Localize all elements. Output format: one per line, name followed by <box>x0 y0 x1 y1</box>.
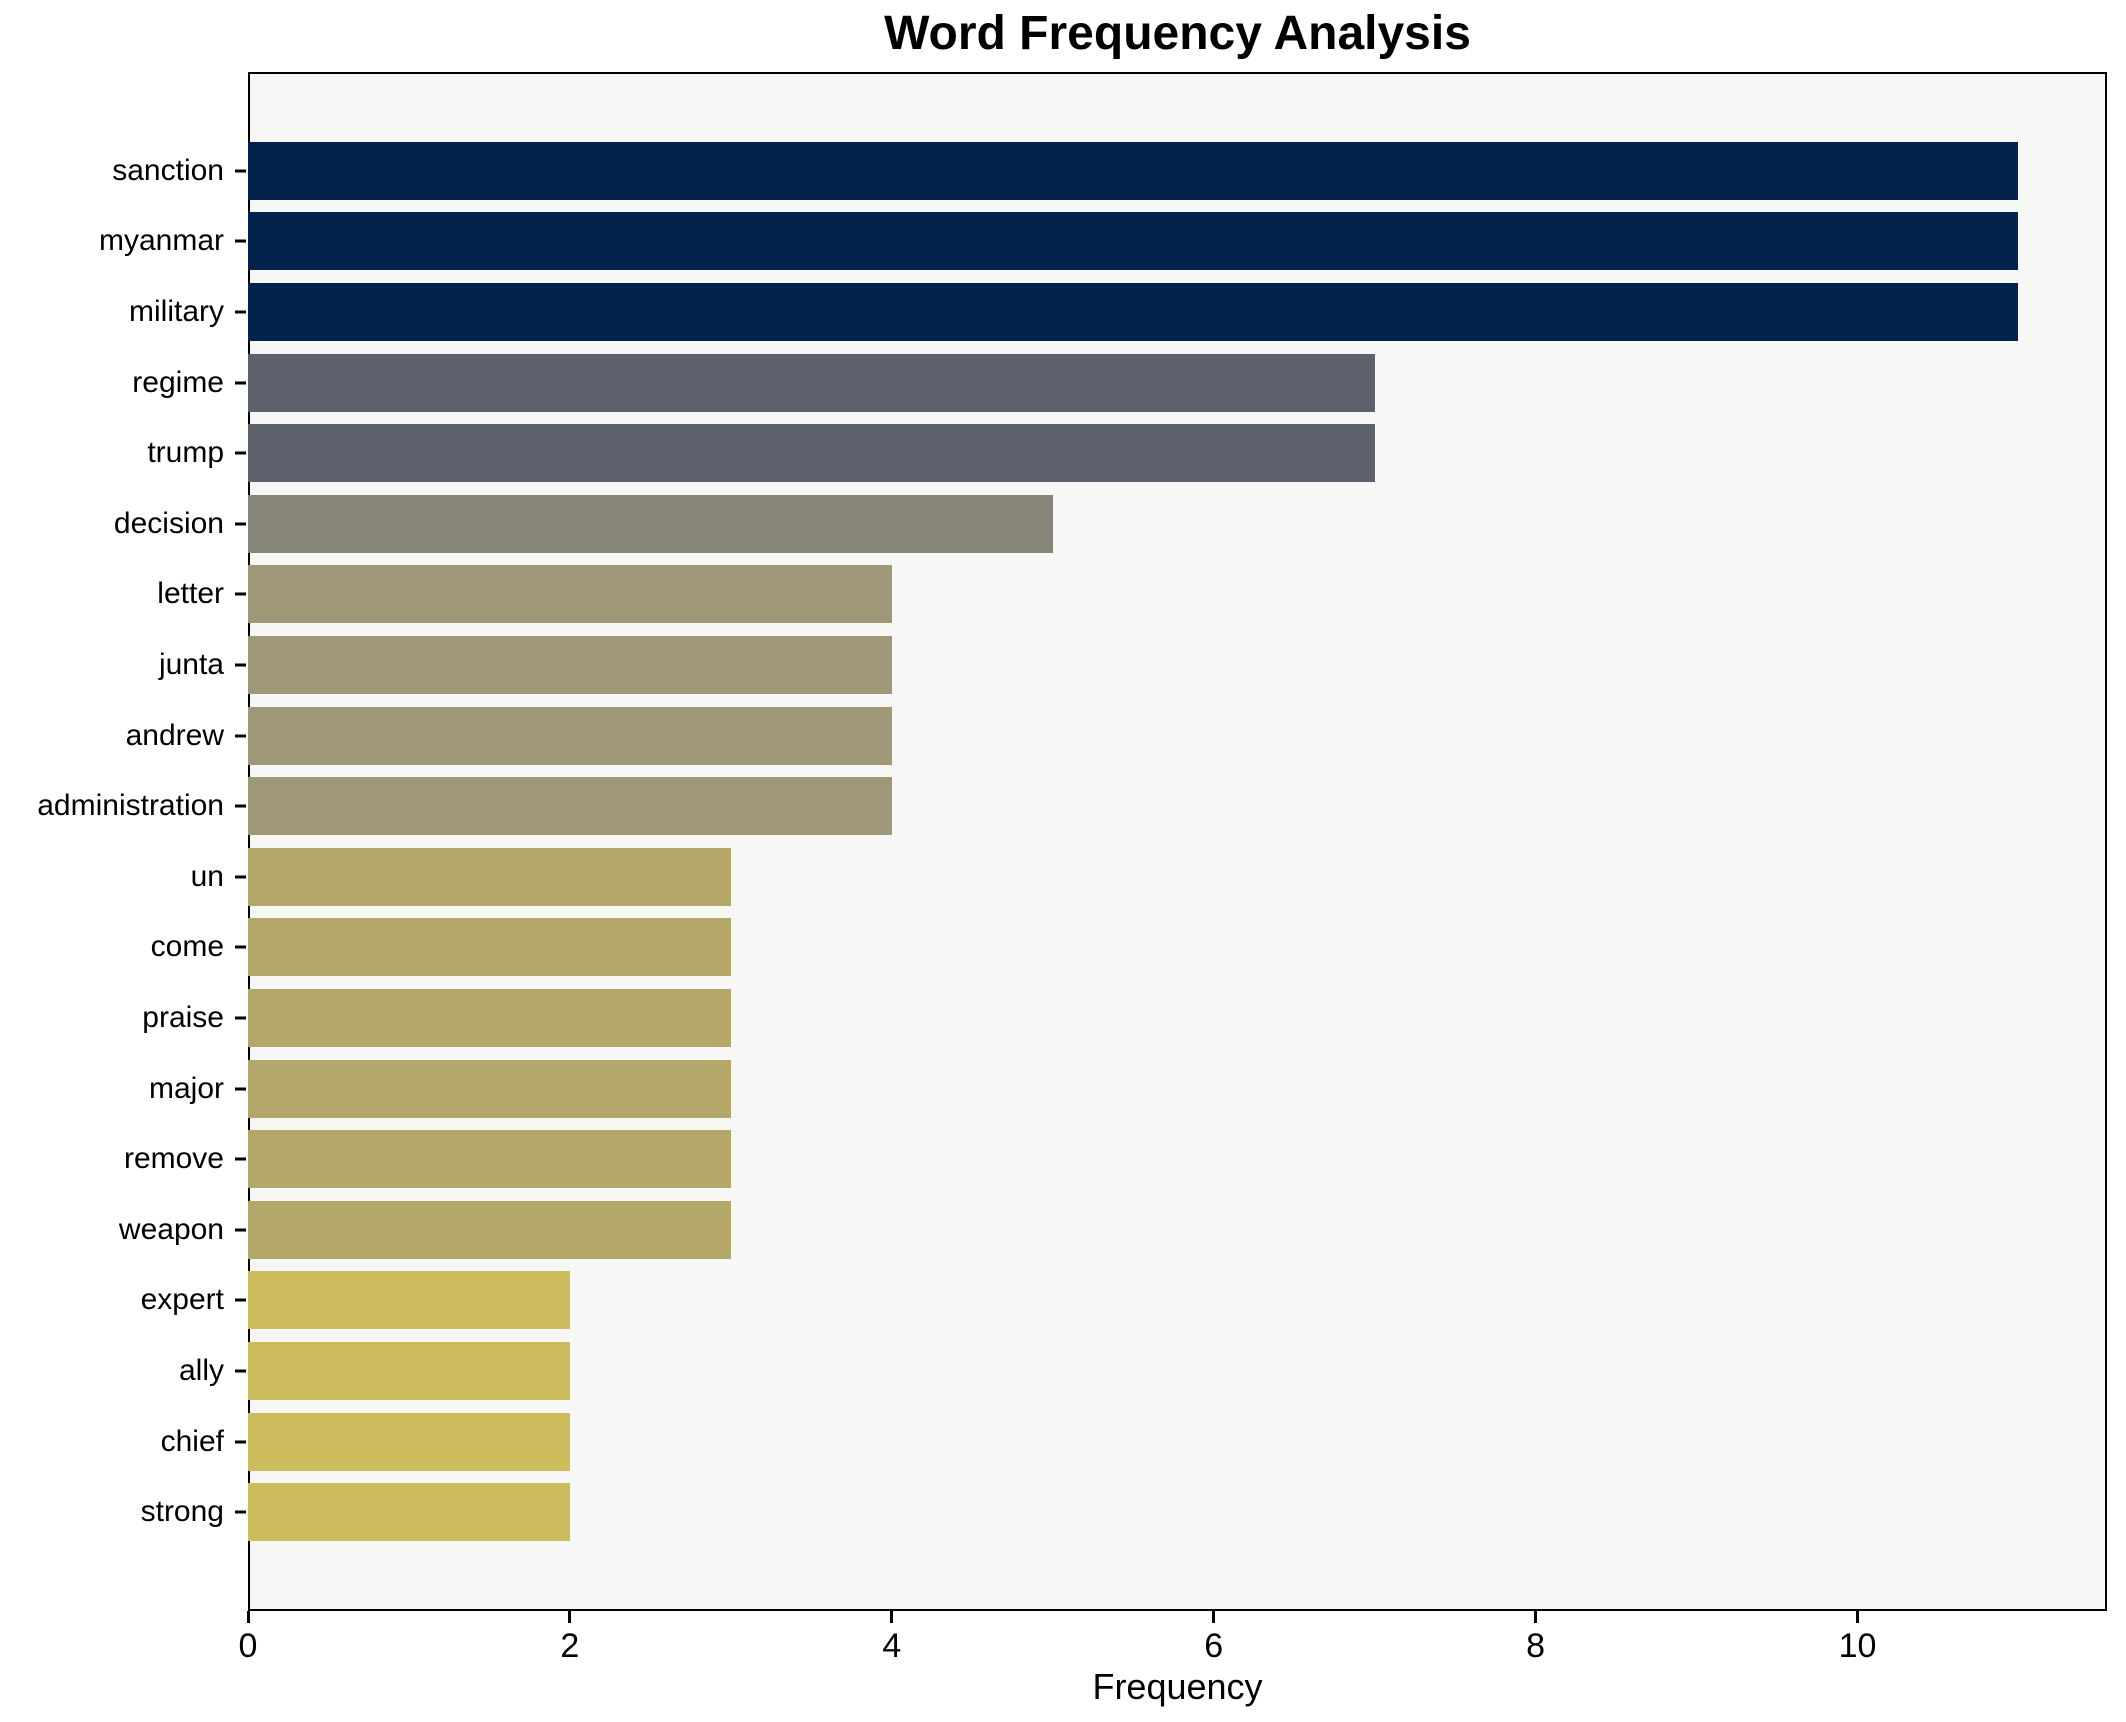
y-tick-label: un <box>190 859 224 893</box>
y-tick-mark <box>235 1087 246 1091</box>
y-tick-mark <box>235 804 246 808</box>
x-tick-label: 0 <box>238 1627 258 1665</box>
x-tick-mark <box>890 1611 894 1623</box>
bar-row: sanction <box>112 136 2107 207</box>
bar-row: decision <box>114 489 2107 560</box>
x-tick-mark <box>1534 1611 1538 1623</box>
bar-row: major <box>149 1053 2107 1124</box>
bar-row: un <box>191 842 2107 913</box>
y-tick-mark <box>235 381 246 385</box>
y-tick-label: junta <box>158 648 224 682</box>
y-tick-label: decision <box>113 506 224 540</box>
y-tick-mark <box>235 1440 246 1444</box>
y-tick-label: strong <box>140 1495 224 1529</box>
x-axis-label: Frequency <box>1092 1666 1263 1707</box>
bar <box>248 847 731 906</box>
y-tick-label: military <box>129 295 224 329</box>
bar <box>248 565 892 624</box>
x-tick-label: 6 <box>1204 1627 1224 1665</box>
bar <box>248 777 892 836</box>
y-tick-mark <box>235 522 246 526</box>
y-tick-label: remove <box>123 1142 224 1176</box>
y-tick-label: chief <box>160 1424 224 1458</box>
y-tick-label: andrew <box>125 718 224 752</box>
bar-row: letter <box>157 559 2107 630</box>
y-tick-label: major <box>148 1071 224 1105</box>
x-tick-label: 10 <box>1838 1627 1877 1665</box>
bar <box>248 212 2019 271</box>
bar-row: administration <box>37 771 2107 842</box>
bar <box>248 1200 731 1259</box>
bar-row: junta <box>159 630 2107 701</box>
y-tick-mark <box>235 1369 246 1373</box>
bar-row: trump <box>147 418 2107 489</box>
bar-row: military <box>129 277 2107 348</box>
y-tick-label: praise <box>142 1000 224 1034</box>
bar-row: myanmar <box>99 206 2107 277</box>
y-tick-label: myanmar <box>98 224 224 258</box>
bar <box>248 918 731 977</box>
y-tick-label: letter <box>157 577 224 611</box>
y-tick-mark <box>235 663 246 667</box>
bars-container: sanction myanmar military regime trump decisi… <box>37 72 2107 1611</box>
y-tick-mark <box>235 1016 246 1020</box>
bar <box>248 1341 570 1400</box>
bar <box>248 424 1375 483</box>
bar-row: regime <box>132 347 2107 418</box>
y-tick-label: ally <box>178 1353 224 1387</box>
bar <box>248 1271 570 1330</box>
y-tick-mark <box>235 239 246 243</box>
y-tick-label: weapon <box>118 1212 224 1246</box>
bar <box>248 1412 570 1471</box>
bar-row: strong <box>141 1477 2107 1548</box>
y-tick-label: expert <box>140 1283 224 1317</box>
x-tick-label: 2 <box>560 1627 580 1665</box>
y-tick-mark <box>235 310 246 314</box>
y-tick-label: trump <box>147 436 224 470</box>
bar <box>248 1059 731 1118</box>
y-tick-mark <box>235 875 246 879</box>
y-tick-mark <box>235 1228 246 1232</box>
bar-row: weapon <box>119 1194 2107 1265</box>
y-tick-mark <box>235 1157 246 1161</box>
x-tick-mark <box>1212 1611 1216 1623</box>
y-tick-label: sanction <box>112 153 224 187</box>
bar-row: come <box>151 912 2107 983</box>
chart-title: Word Frequency Analysis <box>884 7 1471 60</box>
bar-row: ally <box>179 1336 2107 1407</box>
bar-row: remove <box>124 1124 2107 1195</box>
y-tick-mark <box>235 1510 246 1514</box>
bar <box>248 706 892 765</box>
x-tick-mark <box>1856 1611 1860 1623</box>
y-tick-mark <box>235 169 246 173</box>
bar <box>248 1483 570 1542</box>
bar-row: chief <box>161 1406 2107 1477</box>
bar-row: expert <box>141 1265 2107 1336</box>
x-tick-mark <box>568 1611 572 1623</box>
y-tick-mark <box>235 945 246 949</box>
bar <box>248 988 731 1047</box>
bar <box>248 494 1053 553</box>
y-tick-label: administration <box>37 789 224 823</box>
bar <box>248 283 2019 342</box>
x-tick-label: 4 <box>882 1627 902 1665</box>
y-tick-mark <box>235 592 246 596</box>
bar-row: andrew <box>126 700 2107 771</box>
x-tick-mark <box>246 1611 250 1623</box>
y-tick-mark <box>235 451 246 455</box>
bar <box>248 636 892 695</box>
bar <box>248 1130 731 1189</box>
y-tick-mark <box>235 1298 246 1302</box>
y-tick-label: regime <box>132 365 224 399</box>
bar-row: praise <box>142 983 2107 1054</box>
bar <box>248 141 2019 200</box>
x-tick-label: 8 <box>1526 1627 1546 1665</box>
bar <box>248 353 1375 412</box>
y-tick-mark <box>235 734 246 738</box>
y-tick-label: come <box>150 930 224 964</box>
